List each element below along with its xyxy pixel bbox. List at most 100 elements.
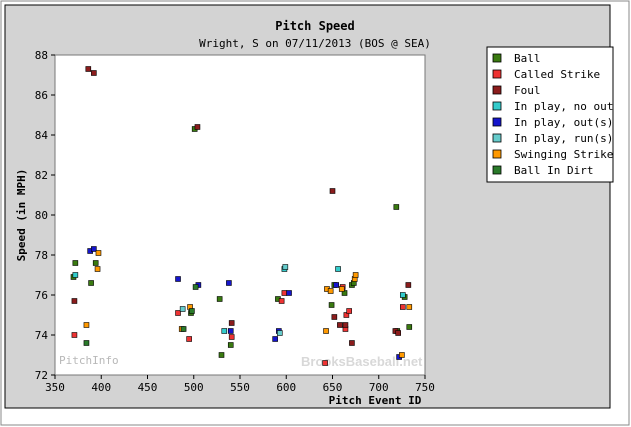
data-point (94, 266, 101, 272)
data-point (399, 352, 405, 358)
legend-swatch (492, 133, 502, 143)
legend-label: In play, out(s) (514, 116, 613, 129)
x-axis-label: Pitch Event ID (329, 394, 422, 407)
legend-label: Foul (514, 84, 541, 97)
data-point (329, 188, 336, 194)
data-point (92, 260, 99, 266)
watermark-brooks: BrooksBaseball.net (301, 354, 423, 369)
legend-swatch (492, 165, 502, 175)
x-tick-label: 550 (230, 381, 250, 394)
x-tick-label: 750 (415, 381, 435, 394)
legend-label: Swinging Strike (514, 148, 613, 161)
data-point (281, 290, 288, 296)
data-point (276, 330, 283, 336)
legend-swatch (492, 85, 502, 95)
data-point (95, 250, 102, 256)
data-point (71, 332, 78, 338)
plot-area (54, 54, 426, 376)
x-tick-label: 650 (323, 381, 343, 394)
data-point (228, 320, 235, 326)
y-tick-label: 76 (35, 289, 48, 302)
data-point (286, 290, 292, 296)
data-point (179, 306, 186, 312)
chart-subtitle: Wright, S on 07/11/2013 (BOS @ SEA) (199, 37, 431, 50)
data-point (272, 336, 278, 342)
data-point (349, 340, 355, 346)
data-point (226, 280, 232, 286)
legend-swatch (492, 69, 502, 79)
data-point (91, 70, 97, 76)
y-tick-label: 86 (35, 89, 48, 102)
data-point (175, 276, 181, 282)
x-tick-label: 600 (276, 381, 296, 394)
chart-title: Pitch Speed (275, 19, 354, 33)
y-tick-label: 80 (35, 209, 48, 222)
data-point (216, 296, 223, 302)
y-tick-label: 72 (35, 369, 48, 382)
y-tick-label: 88 (35, 49, 48, 62)
data-point (71, 298, 78, 304)
y-axis-label: Speed (in MPH) (15, 169, 28, 262)
data-point (337, 322, 343, 328)
x-tick-label: 700 (369, 381, 389, 394)
data-point (83, 340, 90, 346)
data-point (180, 326, 187, 332)
legend-label: Ball (514, 52, 541, 65)
data-point (227, 342, 234, 348)
data-point (338, 286, 345, 292)
data-point (83, 322, 90, 328)
data-point (333, 282, 340, 288)
legend-label: Ball In Dirt (514, 164, 593, 177)
data-point (218, 352, 225, 358)
y-tick-label: 78 (35, 249, 48, 262)
data-point (331, 314, 338, 320)
y-tick-label: 84 (35, 129, 49, 142)
data-point (322, 360, 328, 366)
data-point (342, 322, 349, 328)
y-tick-label: 82 (35, 169, 48, 182)
data-point (395, 330, 401, 336)
legend: Ball Called Strike Foul In play, no out In p… (486, 46, 614, 183)
data-point (282, 264, 289, 270)
data-point (228, 334, 235, 340)
legend-swatch (492, 117, 502, 127)
legend-swatch (492, 101, 502, 111)
legend-swatch (492, 53, 502, 63)
legend-label: In play, run(s) (514, 132, 613, 145)
data-point (399, 292, 406, 298)
data-point (346, 308, 352, 314)
data-point (88, 280, 94, 286)
data-point (72, 272, 79, 278)
x-tick-label: 400 (91, 381, 111, 394)
data-point (328, 302, 335, 308)
legend-swatch (492, 149, 502, 159)
data-point (91, 246, 97, 252)
x-tick-label: 350 (45, 381, 65, 394)
x-tick-label: 500 (184, 381, 204, 394)
data-point (192, 284, 199, 290)
data-point (186, 336, 192, 342)
x-axis: 350 400 450 500 550 600 650 700 750 (45, 375, 435, 394)
data-point (352, 272, 359, 278)
legend-box (486, 46, 614, 183)
data-point (393, 204, 400, 210)
data-point (335, 266, 341, 272)
x-tick-label: 450 (138, 381, 158, 394)
legend-label: Called Strike (514, 68, 600, 81)
data-point (405, 282, 412, 288)
data-point (406, 304, 413, 310)
y-tick-label: 74 (35, 329, 49, 342)
data-point (175, 310, 181, 316)
data-point (227, 328, 234, 334)
data-point (323, 328, 329, 334)
data-point (327, 288, 334, 294)
y-axis: 72 74 76 78 80 82 84 86 88 (35, 49, 55, 382)
data-point (278, 298, 285, 304)
data-point (399, 304, 406, 310)
legend-label: In play, no out (514, 100, 613, 113)
data-point (194, 124, 201, 130)
watermark-pitchinfo: PitchInfo (59, 354, 119, 367)
data-point (85, 66, 92, 72)
data-point (406, 324, 413, 330)
